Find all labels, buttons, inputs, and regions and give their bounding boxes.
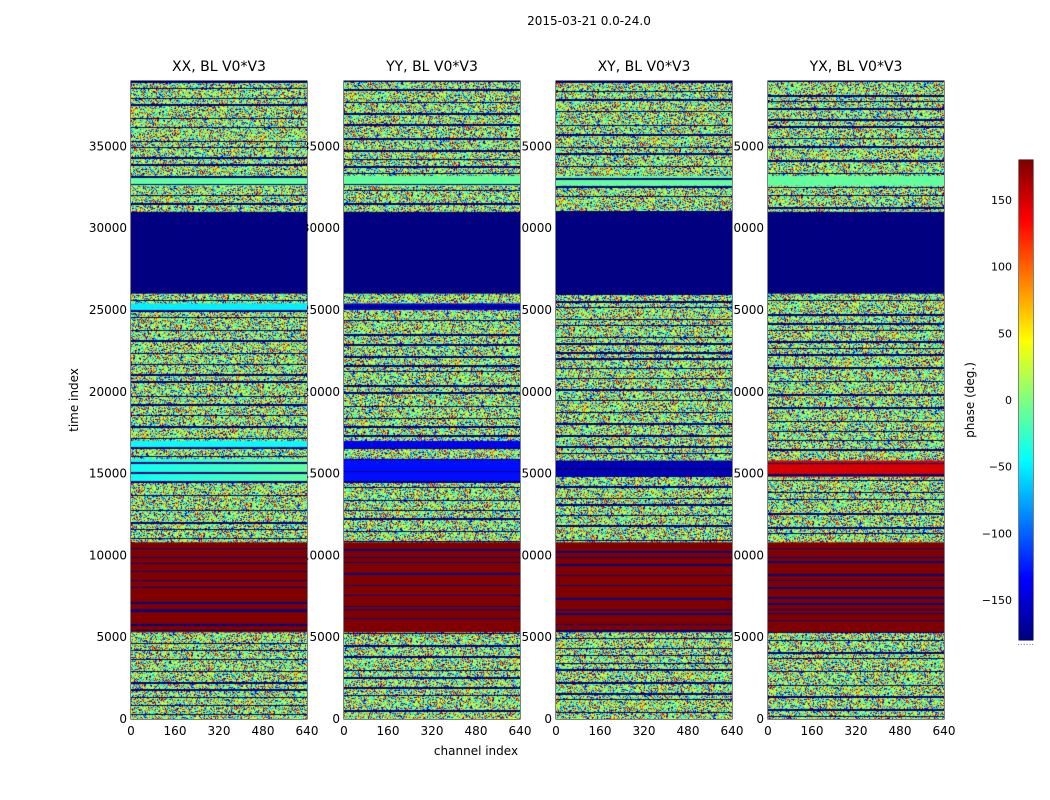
colorbar-canvas — [1019, 160, 1033, 640]
colorbar-tick-label: 0 — [1005, 394, 1012, 407]
x-tick-label: 640 — [933, 724, 956, 738]
y-tick-label: 0 — [119, 712, 127, 726]
y-tick-label: 15000 — [302, 467, 340, 481]
panel-title-xy: XY, BL V0*V3 — [597, 59, 691, 75]
x-tick-label: 160 — [164, 724, 187, 738]
y-tick-label: 0 — [332, 712, 340, 726]
y-tick-label: 5000 — [733, 630, 764, 644]
x-tick-label: 640 — [509, 724, 532, 738]
heatmap-panel-yx — [768, 81, 944, 719]
x-tick-label: 0 — [764, 724, 772, 738]
y-tick-label: 20000 — [89, 385, 127, 399]
x-tick-label: 320 — [845, 724, 868, 738]
panel-title-yx: YX, BL V0*V3 — [809, 59, 903, 75]
heatmap-panel-xy — [556, 81, 732, 719]
y-tick-label: 15000 — [89, 467, 127, 481]
heatmap-panel-yy — [344, 81, 520, 719]
heatmap-canvas-xy — [556, 81, 732, 719]
x-tick-label: 320 — [633, 724, 656, 738]
y-tick-label: 35000 — [302, 139, 340, 153]
colorbar-tick-label: −100 — [982, 527, 1012, 540]
y-tick-label: 10000 — [89, 548, 127, 562]
colorbar-tick-label: −150 — [982, 594, 1012, 607]
colorbar — [1019, 160, 1033, 640]
heatmap-panel-xx — [131, 81, 307, 719]
x-tick-label: 640 — [296, 724, 319, 738]
x-tick-label: 480 — [677, 724, 700, 738]
x-tick-label: 320 — [421, 724, 444, 738]
x-tick-label: 160 — [589, 724, 612, 738]
x-axis-label: channel index — [433, 744, 519, 758]
y-tick-label: 30000 — [89, 221, 127, 235]
y-tick-label: 25000 — [302, 303, 340, 317]
y-tick-label: 20000 — [302, 385, 340, 399]
colorbar-tick-label: 150 — [991, 194, 1012, 207]
y-tick-label: 5000 — [96, 630, 127, 644]
x-tick-label: 160 — [377, 724, 400, 738]
colorbar-tick-label: −50 — [989, 461, 1012, 474]
y-tick-label: 5000 — [521, 630, 552, 644]
x-tick-label: 480 — [252, 724, 275, 738]
x-tick-label: 160 — [801, 724, 824, 738]
figure-title: 2015-03-21 0.0-24.0 — [527, 14, 651, 28]
colorbar-footer: ...... — [1017, 638, 1035, 648]
y-tick-label: 0 — [544, 712, 552, 726]
colorbar-tick-label: 50 — [998, 327, 1012, 340]
x-tick-label: 320 — [208, 724, 231, 738]
colorbar-tick-label: 100 — [991, 261, 1012, 274]
y-tick-label: 35000 — [89, 139, 127, 153]
x-tick-label: 0 — [552, 724, 560, 738]
heatmap-canvas-yy — [344, 81, 520, 719]
panel-title-yy: YY, BL V0*V3 — [386, 59, 478, 75]
y-tick-label: 25000 — [89, 303, 127, 317]
panel-title-xx: XX, BL V0*V3 — [172, 59, 266, 75]
y-tick-label: 5000 — [309, 630, 340, 644]
x-tick-label: 640 — [721, 724, 744, 738]
y-tick-label: 10000 — [302, 548, 340, 562]
x-tick-label: 480 — [465, 724, 488, 738]
x-tick-label: 0 — [127, 724, 135, 738]
y-axis-label: time index — [67, 368, 81, 432]
colorbar-label: phase (deg.) — [963, 362, 977, 438]
y-tick-label: 30000 — [302, 221, 340, 235]
heatmap-canvas-xx — [131, 81, 307, 719]
x-tick-label: 480 — [889, 724, 912, 738]
x-tick-label: 0 — [340, 724, 348, 738]
heatmap-canvas-yx — [768, 81, 944, 719]
y-tick-label: 0 — [756, 712, 764, 726]
